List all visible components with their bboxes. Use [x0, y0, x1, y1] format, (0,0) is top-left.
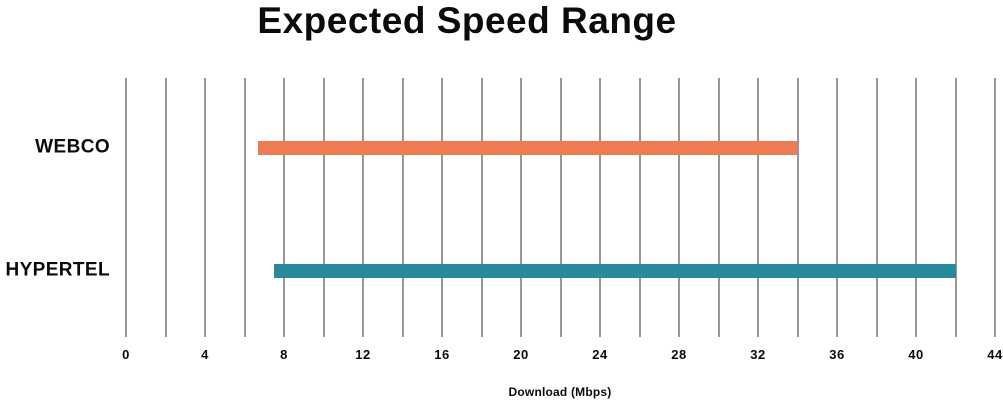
gridline-16	[441, 78, 443, 337]
gridline-18	[480, 78, 483, 337]
x-tick-12: 12	[355, 347, 371, 362]
x-tick-8: 8	[280, 347, 288, 362]
gridline-32	[757, 78, 759, 337]
x-tick-32: 32	[750, 347, 766, 362]
gridline-6	[243, 78, 246, 337]
category-label-hypertel: HYPERTEL	[5, 259, 110, 281]
x-tick-36: 36	[829, 347, 845, 362]
x-tick-16: 16	[434, 347, 450, 362]
gridline-14	[401, 78, 404, 337]
gridline-34	[796, 78, 799, 337]
x-tick-24: 24	[592, 347, 608, 362]
gridline-36	[836, 78, 838, 337]
gridline-40	[915, 78, 917, 337]
gridline-24	[599, 78, 601, 337]
gridline-26	[638, 78, 641, 337]
category-label-webco: WEBCO	[35, 136, 110, 158]
plot-area	[125, 78, 996, 337]
range-bar-hypertel	[274, 263, 956, 278]
chart-title: Expected Speed Range	[257, 0, 677, 41]
gridline-38	[875, 78, 878, 337]
x-tick-4: 4	[201, 347, 209, 362]
x-tick-40: 40	[908, 347, 924, 362]
gridline-30	[717, 78, 720, 337]
gridline-20	[520, 78, 522, 337]
x-tick-44: 44	[987, 347, 1003, 362]
gridline-22	[559, 78, 562, 337]
range-bar-webco	[258, 141, 798, 155]
gridline-10	[322, 78, 325, 337]
gridline-12	[362, 78, 364, 337]
gridline-44	[994, 78, 996, 337]
x-tick-20: 20	[513, 347, 529, 362]
gridline-2	[164, 78, 167, 337]
gridline-4	[204, 78, 206, 337]
x-tick-0: 0	[122, 347, 130, 362]
gridline-42	[954, 78, 957, 337]
x-axis-title: Download (Mbps)	[508, 385, 612, 399]
gridline-8	[283, 78, 285, 337]
x-tick-28: 28	[671, 347, 687, 362]
gridline-0	[125, 78, 127, 337]
gridline-28	[678, 78, 680, 337]
